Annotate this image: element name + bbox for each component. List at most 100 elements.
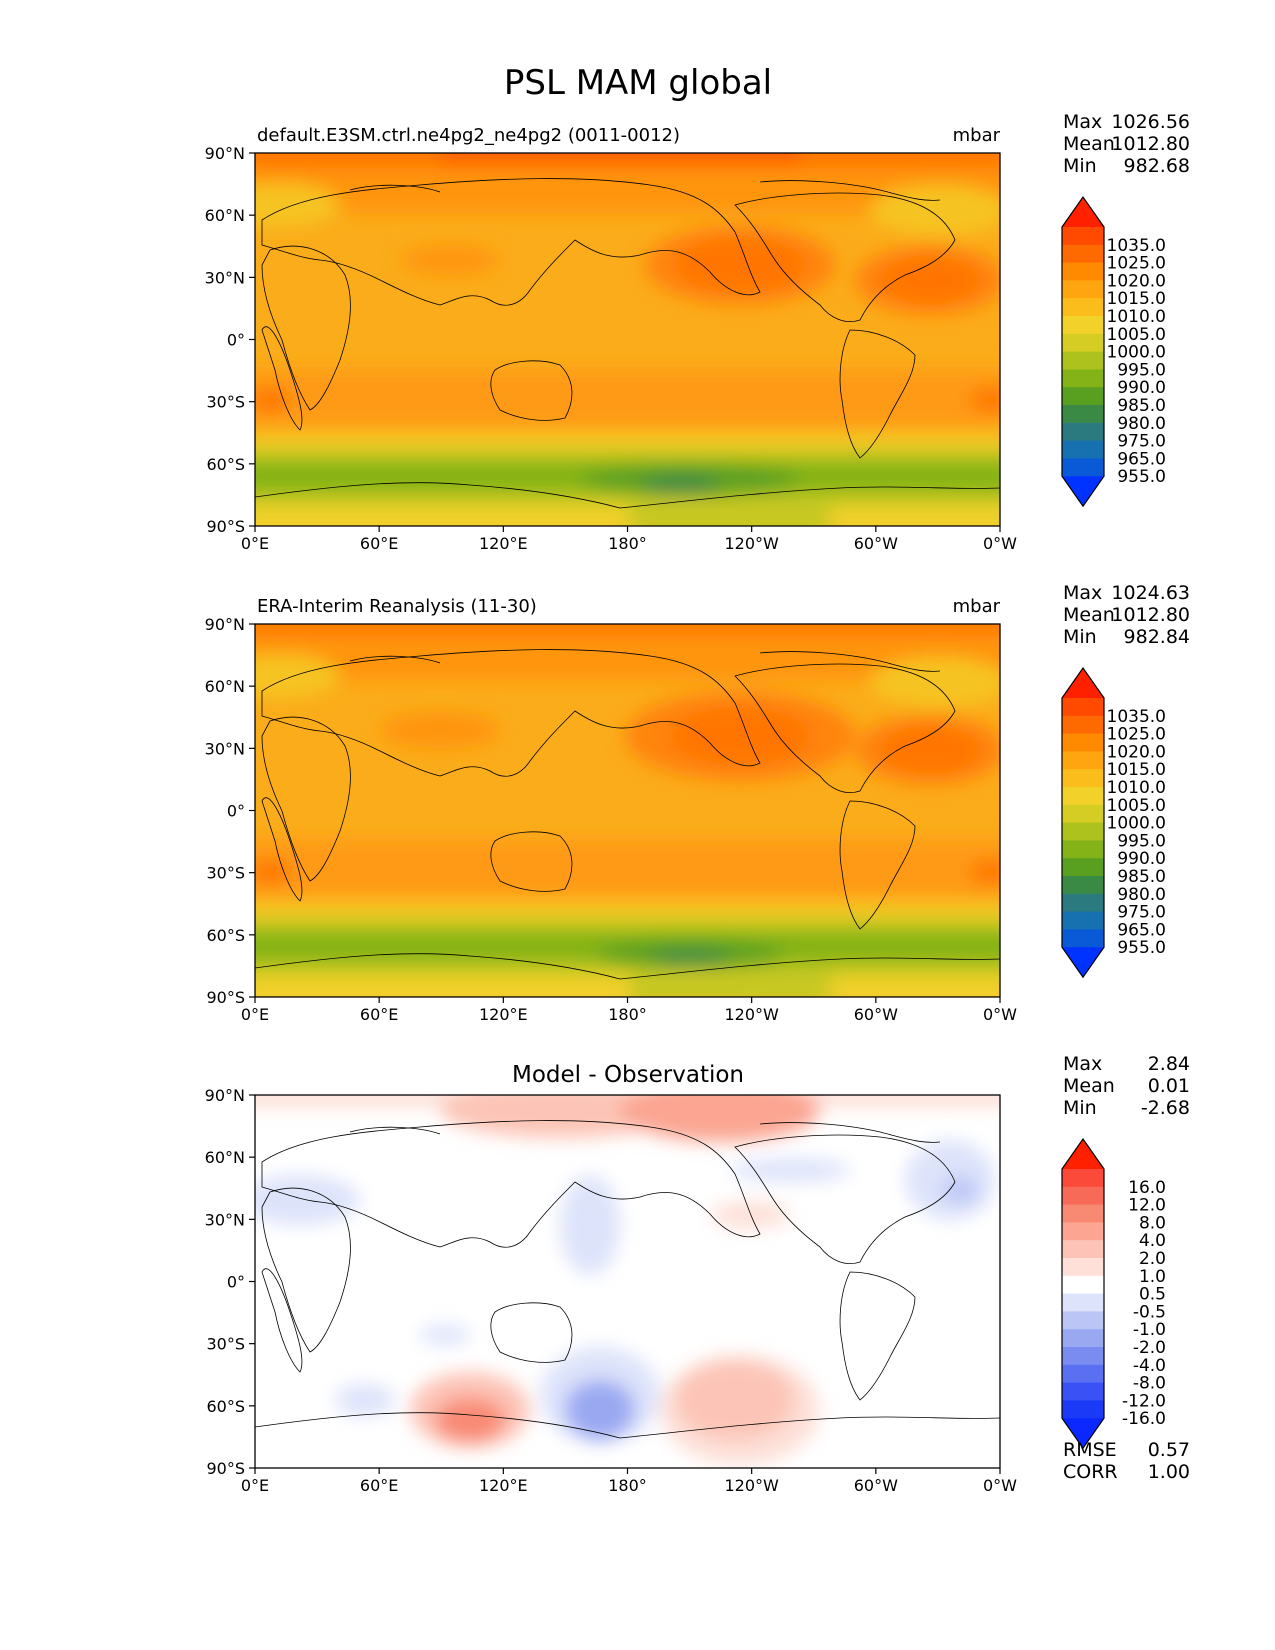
stat-label: Max — [1063, 582, 1102, 604]
colorbar-level-label: -12.0 — [1122, 1391, 1166, 1411]
colorbar-segment — [1062, 1400, 1104, 1419]
x-tick-label: 0°W — [983, 534, 1017, 553]
panel-observation: ERA-Interim Reanalysis (11-30) mbar 0°E 6… — [205, 582, 1190, 1024]
model-subtitle: default.E3SM.ctrl.ne4pg2_ne4pg2 (0011-00… — [257, 125, 680, 146]
colorbar-level-label: 1010.0 — [1107, 307, 1166, 327]
colorbar-segment — [1062, 422, 1104, 442]
stat-value: 1024.63 — [1111, 582, 1190, 604]
colorbar-level-label: 0.5 — [1139, 1285, 1166, 1305]
colorbar-segment — [1062, 262, 1104, 281]
colorbar-level-label: 1035.0 — [1107, 236, 1166, 256]
stat-value: 982.84 — [1124, 626, 1190, 648]
colorbar-level-label: 8.0 — [1139, 1213, 1166, 1233]
colorbar-level-label: 1.0 — [1139, 1267, 1166, 1287]
x-tick-label: 60°E — [360, 1005, 398, 1024]
colorbar-extend-min — [1062, 1418, 1104, 1449]
colorbar-level-label: 1025.0 — [1107, 725, 1166, 745]
colorbar-extend-max — [1062, 1139, 1104, 1169]
y-tick-label: 90°N — [205, 144, 245, 163]
y-tick-label: 90°N — [205, 615, 245, 634]
x-tick-label: 180° — [608, 1476, 647, 1495]
colorbar-level-label: 965.0 — [1117, 449, 1166, 469]
stat-value: 982.68 — [1124, 155, 1190, 177]
colorbar-segment — [1062, 1293, 1104, 1312]
x-tick-label: 60°W — [854, 1005, 898, 1024]
colorbar-level-label: 1015.0 — [1107, 760, 1166, 780]
colorbar-level-label: 955.0 — [1117, 467, 1166, 487]
colorbar-level-label: 1025.0 — [1107, 254, 1166, 274]
colorbar-segment — [1062, 244, 1104, 264]
colorbar-level-label: 4.0 — [1139, 1231, 1166, 1251]
colorbar-segment — [1062, 822, 1104, 841]
colorbar-level-label: 955.0 — [1117, 938, 1166, 958]
x-tick-label: 0°W — [983, 1005, 1017, 1024]
model-map-field — [255, 153, 1000, 526]
colorbar-level-label: 1005.0 — [1107, 796, 1166, 816]
colorbar-level-label: 1035.0 — [1107, 707, 1166, 727]
colorbar-segment — [1062, 840, 1104, 859]
model-units: mbar — [953, 125, 1001, 146]
colorbar-segment — [1062, 1258, 1104, 1277]
colorbar-segment — [1062, 733, 1104, 752]
colorbar-segment — [1062, 1382, 1104, 1401]
x-tick-label: 60°W — [854, 1476, 898, 1495]
colorbar-segment — [1062, 893, 1104, 913]
colorbar-level-label: -8.0 — [1133, 1374, 1166, 1394]
y-tick-label: 60°S — [206, 926, 245, 945]
colorbar-segment — [1062, 1347, 1104, 1366]
colorbar-segment — [1062, 911, 1104, 930]
stat-label: Mean — [1063, 604, 1115, 626]
x-tick-label: 60°E — [360, 534, 398, 553]
stat-label: Max — [1063, 111, 1102, 133]
y-tick-label: 60°N — [205, 206, 245, 225]
x-tick-label: 120°E — [479, 1476, 528, 1495]
colorbar-segment — [1062, 769, 1104, 788]
colorbar-segment — [1062, 387, 1104, 406]
x-tick-label: 0°W — [983, 1476, 1017, 1495]
y-tick-label: 90°N — [205, 1086, 245, 1105]
y-tick-label: 30°N — [205, 1210, 245, 1229]
colorbar-segment — [1062, 280, 1104, 299]
x-tick-label: 120°W — [724, 534, 779, 553]
stat-label: Mean — [1063, 1075, 1115, 1097]
y-tick-label: 90°S — [206, 517, 245, 536]
y-tick-label: 0° — [227, 1273, 245, 1292]
colorbar-level-label: 2.0 — [1139, 1249, 1166, 1269]
colorbar-extend-max — [1062, 197, 1104, 227]
colorbar-level-label: 990.0 — [1117, 378, 1166, 398]
colorbar-level-label: 980.0 — [1117, 414, 1166, 434]
colorbar-outline — [1061, 195, 1105, 508]
colorbar-segment — [1062, 787, 1104, 806]
y-tick-label: 30°S — [206, 864, 245, 883]
colorbar-level-label: -0.5 — [1133, 1302, 1166, 1322]
x-tick-label: 120°E — [479, 1005, 528, 1024]
y-tick-label: 0° — [227, 802, 245, 821]
colorbar-level-label: 995.0 — [1117, 831, 1166, 851]
colorbar-segment — [1062, 1311, 1104, 1330]
colorbar-segment — [1062, 804, 1104, 824]
observation-map-field — [255, 624, 1000, 997]
colorbar-segment — [1062, 405, 1104, 424]
metric-label: RMSE — [1063, 1439, 1117, 1461]
colorbar-level-label: 995.0 — [1117, 360, 1166, 380]
y-tick-label: 90°S — [206, 988, 245, 1007]
colorbar-level-label: -16.0 — [1122, 1409, 1166, 1429]
x-tick-label: 180° — [608, 1005, 647, 1024]
y-tick-label: 60°S — [206, 1397, 245, 1416]
colorbar-segment — [1062, 333, 1104, 353]
stat-label: Min — [1063, 155, 1097, 177]
colorbar-segment — [1062, 751, 1104, 770]
colorbar-level-label: 1000.0 — [1107, 814, 1166, 834]
colorbar-level-label: -4.0 — [1133, 1356, 1166, 1376]
colorbar-extend-max — [1062, 668, 1104, 698]
colorbar-segment — [1062, 440, 1104, 459]
colorbar-segment — [1062, 876, 1104, 895]
stat-label: Min — [1063, 1097, 1097, 1119]
colorbar-level-label: 12.0 — [1128, 1196, 1166, 1216]
colorbar-segment — [1062, 715, 1104, 735]
y-tick-label: 30°S — [206, 1335, 245, 1354]
colorbar-segment — [1062, 1364, 1104, 1384]
colorbar-level-label: 1005.0 — [1107, 325, 1166, 345]
colorbar-segment — [1062, 298, 1104, 317]
